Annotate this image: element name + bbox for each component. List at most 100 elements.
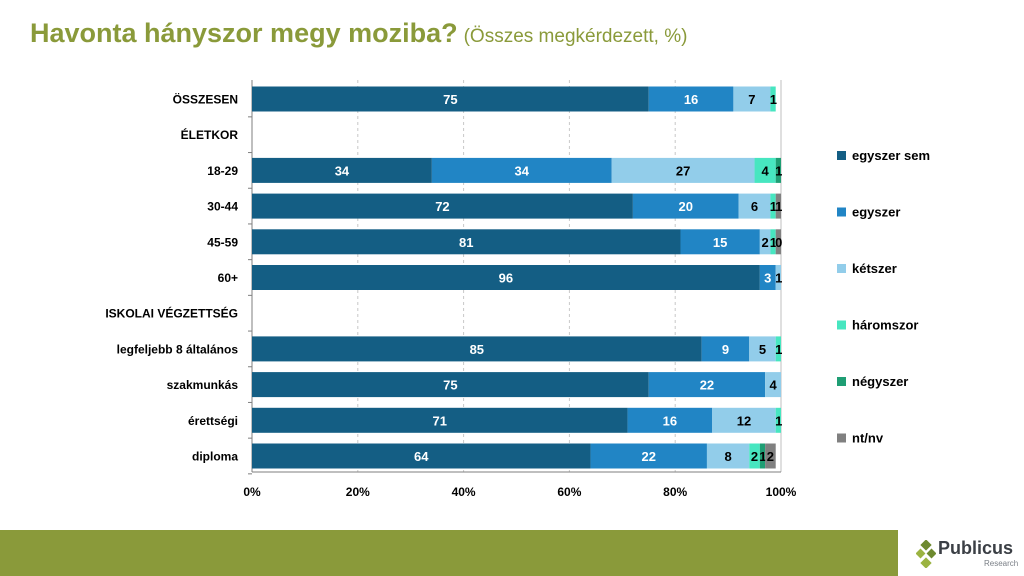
x-tick-label: 20%: [346, 485, 370, 499]
bar-segment: [759, 265, 776, 290]
bar-segment: [680, 229, 760, 255]
legend-swatch: [837, 377, 846, 386]
data-label: 2: [767, 449, 774, 464]
bar-segment: [770, 229, 776, 255]
category-label: 18-29: [207, 164, 238, 178]
legend-label: kétszer: [852, 261, 897, 276]
legend-swatch: [837, 151, 846, 160]
data-label: 15: [713, 235, 727, 250]
data-label: 20: [679, 199, 693, 214]
data-label: 71: [433, 413, 447, 428]
bar-segment: [765, 372, 781, 398]
data-label: 1: [775, 199, 782, 214]
bar-segment: [759, 229, 771, 255]
bar-segment: [632, 193, 739, 219]
category-label: 30-44: [207, 200, 238, 214]
bar-segment: [775, 229, 781, 255]
bar-segment: [775, 157, 781, 183]
bar-segment: [749, 336, 776, 362]
bar-segment: [712, 407, 776, 433]
data-label: 22: [700, 378, 714, 393]
bar-segment: [770, 193, 776, 219]
data-label: 1: [775, 271, 782, 286]
data-label: 2: [751, 449, 758, 464]
data-label: 85: [470, 342, 484, 357]
data-label: 5: [759, 342, 766, 357]
data-label: 1: [759, 449, 766, 464]
data-label: 16: [684, 92, 698, 107]
category-label: ÉLETKOR: [181, 127, 239, 142]
legend-label: háromszor: [852, 318, 918, 333]
bar-segment: [749, 443, 760, 469]
bar-segment: [431, 157, 612, 183]
legend-label: négyszer: [852, 374, 908, 389]
data-label: 0: [775, 235, 782, 250]
legend-swatch: [837, 264, 846, 273]
bar-segment: [765, 443, 776, 469]
data-label: 1: [775, 342, 782, 357]
data-label: 75: [443, 92, 457, 107]
bar-segment: [706, 443, 750, 469]
data-label: 16: [663, 413, 677, 428]
bar-segment: [252, 443, 591, 469]
data-label: 27: [676, 163, 690, 178]
data-label: 2: [762, 235, 769, 250]
data-label: 3: [764, 271, 771, 286]
bar-segment: [252, 193, 633, 219]
legend-label: egyszer sem: [852, 148, 930, 163]
title-subtitle: (Összes megkérdezett, %): [463, 26, 688, 47]
data-label: 9: [722, 342, 729, 357]
legend-swatch: [837, 207, 846, 217]
bar-segment: [648, 372, 766, 398]
logo-sub: Research: [984, 559, 1019, 568]
bar-segment: [759, 443, 766, 469]
footer-bar: [0, 530, 898, 576]
bar-segment: [252, 336, 702, 362]
data-label: 22: [642, 449, 656, 464]
x-tick-label: 0%: [243, 485, 261, 499]
data-label: 1: [770, 92, 777, 107]
bar-segment: [252, 86, 649, 112]
category-label: ISKOLAI VÉGZETTSÉG: [105, 306, 238, 321]
category-label: érettségi: [188, 414, 238, 428]
legend-label: nt/nv: [852, 431, 884, 446]
data-label: 12: [737, 413, 751, 428]
data-label: 72: [435, 199, 449, 214]
chart-title: Havonta hányszor megy moziba? (Összes meg…: [30, 18, 687, 49]
publicus-logo: Publicus Research: [916, 534, 1024, 576]
bar-segment: [252, 157, 432, 183]
data-label: 1: [770, 235, 777, 250]
bar-segment: [252, 265, 760, 290]
logo-name: Publicus: [938, 538, 1014, 558]
bar-segment: [733, 86, 771, 112]
category-label: 60+: [218, 271, 238, 285]
title-main: Havonta hányszor megy moziba?: [30, 18, 458, 48]
bar-segment: [252, 407, 628, 433]
data-label: 4: [769, 378, 777, 393]
bar-segment: [775, 407, 781, 433]
bar-segment: [775, 336, 781, 362]
legend-swatch: [837, 433, 846, 443]
bar-segment: [590, 443, 707, 469]
category-label: szakmunkás: [167, 378, 239, 392]
category-label: legfeljebb 8 általános: [117, 342, 239, 356]
data-label: 1: [775, 163, 782, 178]
bar-segment: [775, 193, 781, 219]
x-tick-label: 80%: [663, 485, 687, 499]
bar-segment: [701, 336, 750, 362]
bar-segment: [252, 372, 649, 398]
data-label: 6: [751, 199, 758, 214]
data-label: 75: [443, 378, 457, 393]
bar-segment: [770, 86, 776, 112]
bar-segment: [754, 157, 776, 183]
data-label: 96: [499, 271, 513, 286]
data-label: 4: [762, 163, 770, 178]
data-label: 34: [335, 163, 350, 178]
logo-diamond-icon: [916, 540, 936, 568]
x-tick-label: 100%: [766, 485, 797, 499]
data-label: 1: [770, 199, 777, 214]
category-label: 45-59: [207, 235, 238, 249]
x-tick-label: 60%: [557, 485, 581, 499]
data-label: 64: [414, 449, 429, 464]
bar-segment: [611, 157, 755, 183]
